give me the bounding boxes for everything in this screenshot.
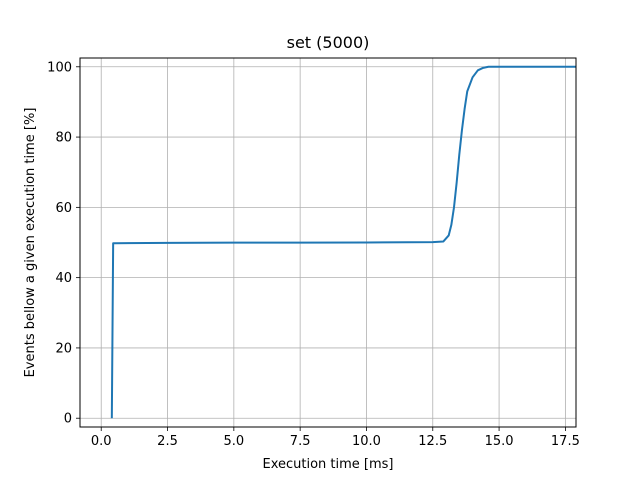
y-tick-label: 100	[47, 60, 72, 75]
x-tick-label: 15.0	[485, 434, 514, 449]
series-line-0	[110, 65, 576, 419]
x-tick-label: 0.0	[91, 434, 112, 449]
y-axis-label: Events bellow a given execution time [%]	[23, 108, 38, 378]
plot-frame	[79, 57, 577, 428]
y-tick-label: 40	[55, 271, 72, 286]
x-tick-label: 12.5	[418, 434, 447, 449]
series-layer	[110, 65, 576, 419]
x-axis-label: Execution time [ms]	[262, 457, 393, 472]
y-tick-label: 80	[55, 131, 72, 146]
chart-title: set (5000)	[287, 33, 370, 52]
x-tick-label: 2.5	[157, 434, 178, 449]
ticks: 0.0 2.5 5.0 7.5 10.0 12.5 15.0 17.5 0 20 40 60 80 100	[47, 60, 580, 449]
y-tick-label: 20	[55, 341, 72, 356]
x-tick-label: 10.0	[352, 434, 381, 449]
y-tick-label: 60	[55, 201, 72, 216]
x-tick-label: 17.5	[551, 434, 580, 449]
x-tick-label: 5.0	[223, 434, 244, 449]
x-tick-label: 7.5	[290, 434, 311, 449]
y-tick-label: 0	[64, 412, 72, 427]
